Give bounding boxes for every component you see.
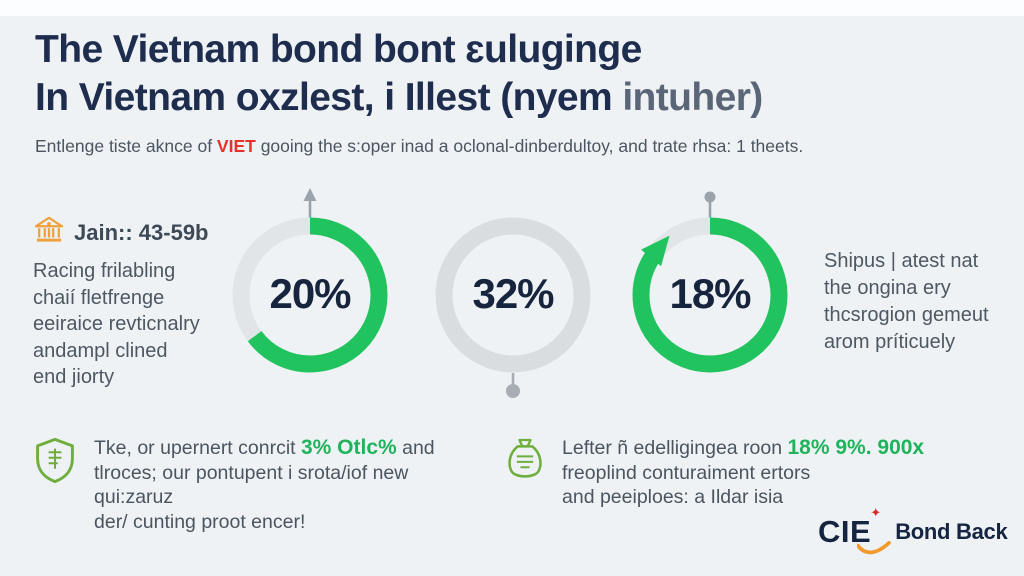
pin-arrow-up-icon: [303, 188, 317, 201]
cie-logo-mark: CIE ✦: [818, 505, 892, 555]
right-note-line: thcsrogion gemeut: [824, 304, 989, 326]
stat-note-text: Lefter ñ edelligingea roon 18% 9%. 900x …: [562, 436, 924, 510]
title-line-2-muted: intuher): [622, 76, 763, 119]
right-note: Shipus | atest nat the ongina ery thcsro…: [824, 248, 1024, 356]
stat-note-money: Lefter ñ edelligingea roon 18% 9%. 900x …: [505, 436, 957, 510]
donut-gauge-18: 18%: [625, 185, 795, 400]
top-strip: [0, 0, 1024, 16]
subtitle-prefix: Entlenge tiste aknce of: [35, 136, 217, 156]
subtitle-highlight: VIET: [216, 136, 256, 156]
donut-value-label: 32%: [472, 270, 554, 318]
arc-arrowhead-icon: [641, 235, 670, 267]
stat-note-text: Tke, or upernert conrcit 3% Otlc% and tl…: [94, 436, 485, 534]
stat-line1-prefix: Lefter ñ edelligingea roon: [562, 437, 788, 459]
stat-line1-prefix: Tke, or upernert conrcit: [94, 437, 301, 459]
donut-arc: [632, 217, 788, 373]
logo-letters: CIE: [818, 514, 872, 549]
donut-value-label: 18%: [669, 270, 751, 318]
stat-line1-suffix: and: [396, 437, 435, 459]
stat-line2: freoplind conturaiment ertors: [562, 461, 811, 484]
stat-highlight: 3% Otlc%: [301, 436, 397, 459]
title-line-1: The Vietnam bond bont ɛuluginge: [35, 28, 642, 71]
left-note-line: Racing frilabling: [33, 260, 176, 282]
brand-logo: CIE ✦ Bond Back: [818, 505, 1008, 555]
donut-gauge-32: 32%: [428, 185, 598, 400]
donut-value-label: 20%: [269, 270, 351, 318]
pin-dot-icon: [506, 384, 520, 398]
left-note: Jain:: 43-59b Racing frilabling chaií fl…: [33, 216, 233, 391]
left-note-line: andampl clined: [33, 339, 168, 362]
money-bag-icon: [505, 436, 545, 489]
donut-gauge-20: 20%: [225, 185, 395, 400]
shield-icon: [33, 436, 77, 490]
left-note-line: end jiorty: [33, 366, 115, 388]
logo-swoosh-icon: [857, 541, 892, 555]
stat-line3: der/ cunting proot encer!: [94, 510, 306, 533]
logo-star-icon: ✦: [870, 505, 882, 520]
donut-track: [435, 217, 591, 373]
donut-arc: [232, 217, 388, 373]
right-note-line: Shipus | atest nat: [824, 250, 979, 272]
pin-dot-icon: [704, 191, 716, 203]
left-note-title: Jain:: 43-59b: [74, 219, 209, 245]
left-note-line: eeiraice revticnalry: [33, 313, 200, 335]
stat-line2: tlroces; our pontupent i srota/iof new q…: [94, 461, 409, 509]
stat-highlight: 18% 9%. 900x: [787, 436, 925, 459]
subtitle-suffix: gooing the s:oper inad a oclonal-dinberd…: [255, 136, 804, 156]
stat-line3: and peeiploes: a Ildar isia: [562, 486, 784, 508]
subtitle: Entlenge tiste aknce of VIET gooing the …: [35, 136, 985, 157]
right-note-line: arom príticuely: [824, 331, 956, 353]
right-note-line: the ongina ery: [824, 277, 951, 299]
bank-icon: [33, 216, 65, 249]
stat-note-shield: Tke, or upernert conrcit 3% Otlc% and tl…: [33, 436, 485, 534]
logo-name: Bond Back: [895, 519, 1008, 544]
title-line-2: In Vietnam oxzlest, i Illest (nyem: [35, 76, 623, 119]
left-note-heading: Jain:: 43-59b: [33, 216, 233, 249]
page-title: The Vietnam bond bont ɛuluginge In Vietn…: [35, 26, 955, 122]
left-note-line: chaií fletfrenge: [33, 286, 165, 309]
